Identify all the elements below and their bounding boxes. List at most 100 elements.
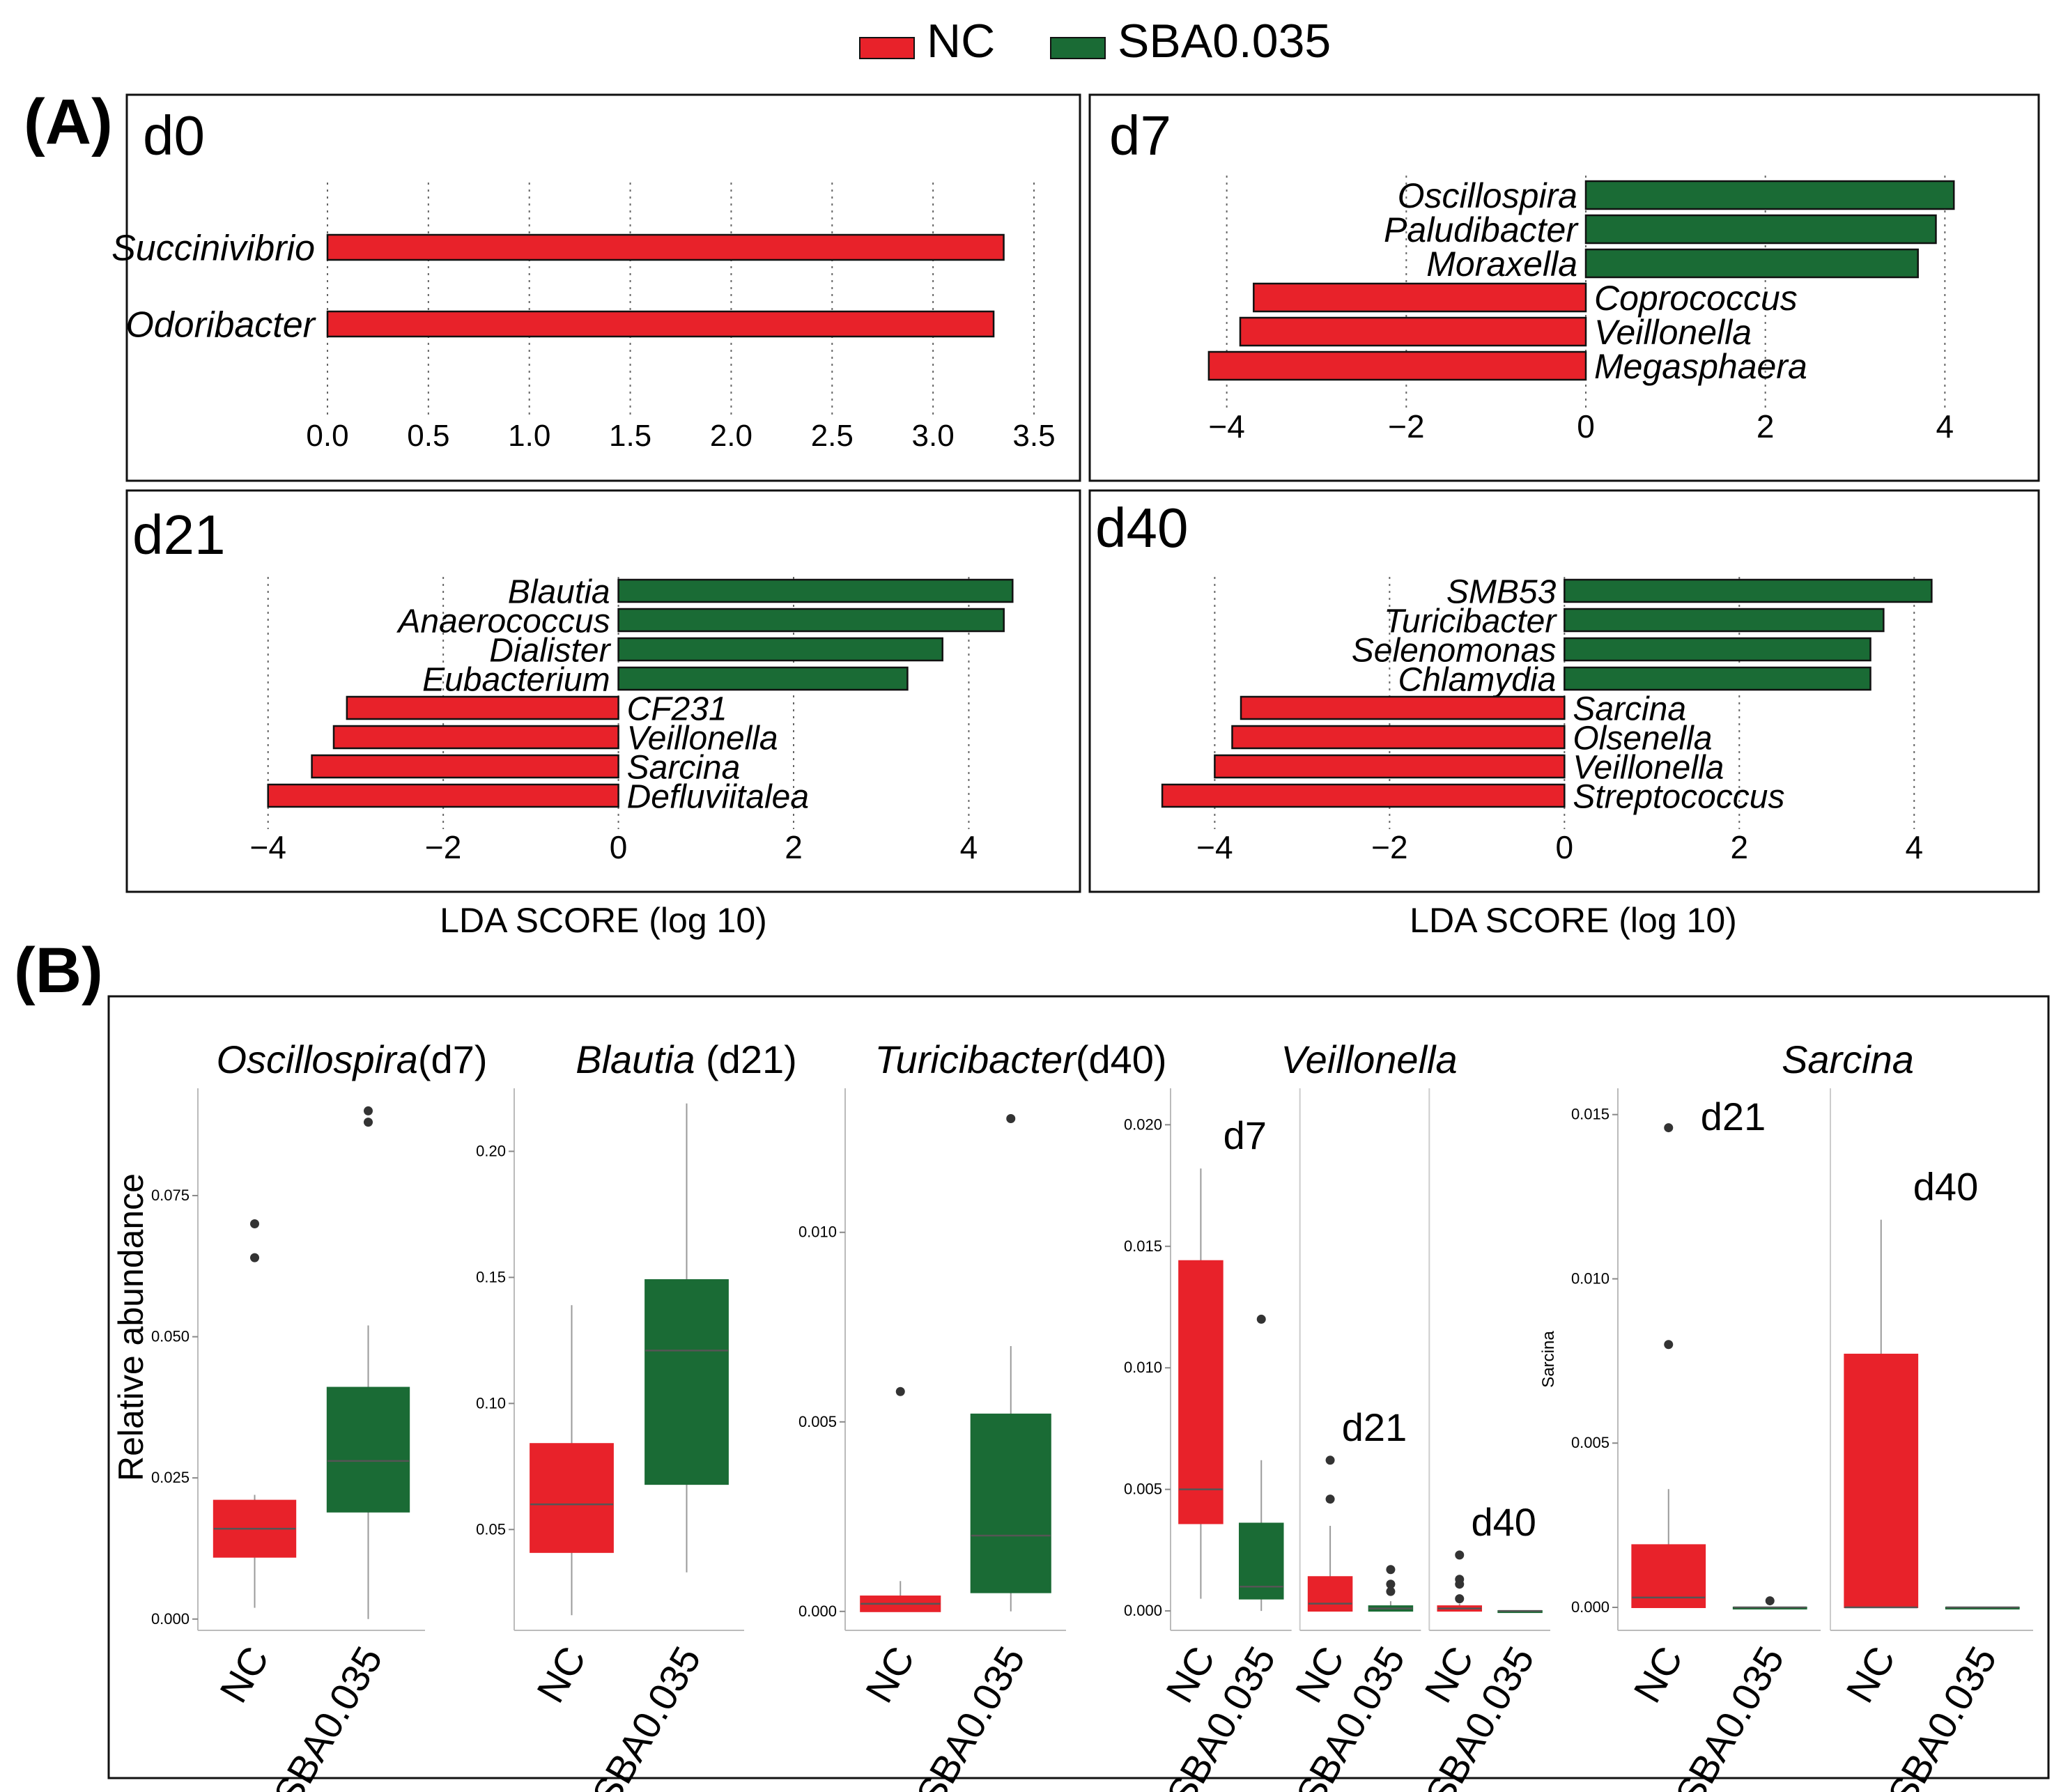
box-outlier xyxy=(1455,1594,1465,1604)
y-tick-label: 0.010 xyxy=(1124,1359,1162,1376)
lda-bar xyxy=(1214,754,1566,779)
x-tick-label: −2 xyxy=(1371,829,1407,865)
lda-bar xyxy=(1564,666,1871,691)
taxon-label: Eubacterium xyxy=(422,661,610,698)
facet-label: d40 xyxy=(1913,1165,1978,1209)
boxplot-turicibacter: Turicibacter(d40) 0.000 0.005 0.010 NCSBA0.0… xyxy=(798,1037,1167,1792)
lda-bar xyxy=(617,637,943,662)
x-tick-label: 0 xyxy=(610,829,628,865)
box-outlier xyxy=(1664,1340,1674,1350)
box-outlier xyxy=(1765,1596,1775,1606)
box-outlier xyxy=(1325,1455,1335,1465)
lda-bar xyxy=(1240,695,1566,720)
lda-panel-d7: d7 −4 −2 0 2 4 OscillospiraPaludibacterMoraxel… xyxy=(1109,105,1955,445)
x-tick-label: 0.0 xyxy=(306,419,348,453)
box-outlier xyxy=(1455,1550,1465,1560)
box-outlier xyxy=(1455,1575,1465,1584)
panel-d7-frame xyxy=(1088,93,2040,482)
x-group-label: SBA0.035 xyxy=(583,1639,709,1792)
lda-title: d21 xyxy=(132,504,225,566)
taxon-label: Anaerococcus xyxy=(396,603,610,640)
x-tick-label: 2.5 xyxy=(811,419,854,453)
lda-xlabel-right: LDA SCORE (log 10) xyxy=(1410,901,1737,940)
lda-bar xyxy=(617,578,1014,603)
y-tick-label: 0.000 xyxy=(798,1602,837,1620)
legend-sba-swatch xyxy=(1050,37,1106,59)
y-tick-label: 0.10 xyxy=(476,1394,506,1412)
facet-label: d40 xyxy=(1471,1500,1536,1544)
x-tick-label: 4 xyxy=(1905,829,1923,865)
box-outlier xyxy=(250,1219,259,1228)
y-tick-label: 0.010 xyxy=(1571,1269,1610,1287)
x-tick-label: 1.5 xyxy=(609,419,651,453)
box-outlier xyxy=(250,1253,259,1262)
box-outlier xyxy=(364,1118,373,1127)
lda-bar xyxy=(1231,725,1566,750)
box-outlier xyxy=(1386,1579,1396,1589)
y-tick-label: 0.050 xyxy=(151,1328,190,1345)
x-tick-label: −4 xyxy=(1196,829,1233,865)
lda-title: d0 xyxy=(143,105,205,167)
taxon-label: Odoribacter xyxy=(125,305,316,346)
boxplot-oscillospira: Oscillospira(d7) 0.000 0.025 0.050 0.075 NCSB… xyxy=(151,1037,488,1792)
lda-bar xyxy=(1564,608,1885,633)
taxon-label: Streptococcus xyxy=(1573,778,1784,815)
x-tick-label: 3.0 xyxy=(912,419,955,453)
lda-bar xyxy=(311,754,619,779)
y-tick-label: 0.005 xyxy=(798,1413,837,1430)
x-tick-label: 4 xyxy=(960,829,978,865)
taxon-label: Blautia xyxy=(508,573,610,610)
x-tick-label: 3.5 xyxy=(1012,419,1055,453)
y-tick-label: 0.025 xyxy=(151,1469,190,1486)
x-tick-label: −4 xyxy=(249,829,286,865)
lda-bar xyxy=(346,695,619,720)
boxplot-title: Oscillospira(d7) xyxy=(217,1037,488,1081)
y-tick-label: 0.010 xyxy=(798,1223,837,1241)
box-outlier xyxy=(1386,1586,1396,1596)
y-tick-label: 0.015 xyxy=(1571,1106,1610,1123)
panel-d21-frame xyxy=(125,489,1081,893)
panel-b-ylabel: Relative abundance xyxy=(111,1173,150,1481)
y-tick-label: 0.20 xyxy=(476,1142,506,1159)
taxon-label: Megasphaera xyxy=(1594,347,1807,386)
panel-b-frame xyxy=(107,995,2050,1779)
lda-title: d40 xyxy=(1095,497,1188,559)
taxon-label: Sarcina xyxy=(627,749,741,786)
x-group-label: NC xyxy=(528,1639,594,1710)
taxon-label: Moraxella xyxy=(1426,245,1577,284)
panel-b-label: (B) xyxy=(14,935,103,1006)
panel-d40-frame xyxy=(1088,489,2040,893)
y-tick-label: 0.075 xyxy=(151,1187,190,1204)
box-iqr xyxy=(1307,1576,1353,1612)
box-outlier xyxy=(1325,1494,1335,1504)
taxon-label: Succinivibrio xyxy=(111,229,315,269)
y-tick-label: 0.005 xyxy=(1571,1434,1610,1451)
lda-bar xyxy=(326,233,1005,261)
x-tick-label: −2 xyxy=(1388,408,1424,445)
lda-title: d7 xyxy=(1109,105,1171,167)
y-tick-label: 0.000 xyxy=(151,1610,190,1628)
x-tick-label: 2 xyxy=(1730,829,1748,865)
legend-nc-label: NC xyxy=(927,15,995,68)
box-outlier xyxy=(1664,1123,1674,1133)
panel-d0-frame xyxy=(125,93,1081,482)
x-group-label: NC xyxy=(1837,1639,1904,1710)
taxon-label: Sarcina xyxy=(1573,690,1686,727)
x-tick-label: 0.5 xyxy=(407,419,449,453)
taxon-label: Olsenella xyxy=(1573,720,1712,757)
lda-bar xyxy=(1584,180,1955,210)
box-iqr xyxy=(326,1387,410,1513)
lda-bar xyxy=(267,783,619,808)
box-iqr xyxy=(1178,1260,1224,1524)
taxon-label: Coprococcus xyxy=(1594,279,1798,318)
lda-bar xyxy=(1239,316,1587,347)
x-tick-label: −4 xyxy=(1208,408,1244,445)
facet-label: d7 xyxy=(1224,1113,1267,1157)
facet-label: d21 xyxy=(1342,1405,1407,1449)
boxplot-title: Veillonella xyxy=(1281,1037,1457,1081)
box-outlier xyxy=(895,1387,905,1396)
y-axis-label: Sarcina xyxy=(1539,1331,1558,1388)
